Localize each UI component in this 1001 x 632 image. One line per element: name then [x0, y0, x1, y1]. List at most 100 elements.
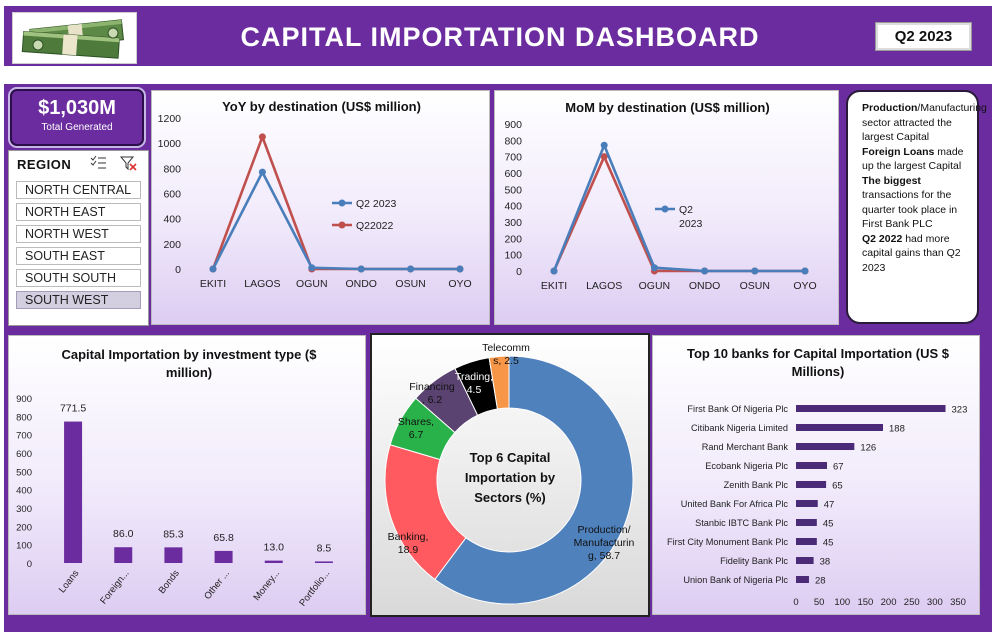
y-tick-label: 600: [163, 189, 181, 201]
slice-data-label: Shares, 6.7: [398, 416, 434, 441]
data-point: [600, 153, 608, 161]
data-point: [550, 267, 558, 275]
region-item-south-east[interactable]: SOUTH EAST: [16, 247, 141, 265]
y-tick-label: 500: [16, 467, 32, 478]
data-label: 13.0: [264, 542, 285, 554]
header-bar: [4, 6, 992, 66]
x-tick-label: OSUN: [395, 278, 425, 290]
bar-1: [114, 547, 133, 563]
bank-bar-0: [796, 405, 946, 412]
data-label: 85.3: [163, 528, 184, 540]
x-tick-label: Loans: [57, 568, 82, 595]
x-tick-label: Portfolio...: [297, 568, 332, 608]
bank-bar-3: [796, 462, 828, 469]
bank-bar-7: [796, 538, 817, 545]
x-tick-label: 200: [881, 597, 897, 608]
x-tick-label: 50: [814, 597, 825, 608]
y-tick-label: 100: [16, 541, 32, 552]
y-tick-label: 200: [163, 239, 181, 251]
x-tick-label: OSUN: [740, 280, 770, 292]
data-label: 65.8: [213, 532, 234, 544]
legend-label-0: Q2 2023: [356, 198, 396, 210]
bank-value-label: 323: [952, 405, 968, 416]
y-tick-label: 300: [504, 217, 522, 229]
bank-label: Ecobank Nigeria Plc: [705, 461, 788, 471]
note-4: Q2 2022 had more capital gains than Q2 2…: [862, 232, 961, 274]
sectors-chart-title: Top 6 Capital Importation by Sectors (%): [464, 450, 556, 505]
data-point: [751, 267, 759, 275]
y-tick-label: 700: [16, 431, 32, 442]
bar-5: [314, 561, 333, 563]
bank-label: Fidelity Bank Plc: [720, 556, 788, 566]
y-tick-label: 500: [504, 184, 522, 196]
region-item-north-central[interactable]: NORTH CENTRAL: [16, 181, 141, 199]
bank-bar-5: [796, 500, 818, 507]
y-tick-label: 1200: [158, 113, 182, 125]
region-item-north-east[interactable]: NORTH EAST: [16, 203, 141, 221]
bank-label: First Bank Of Nigeria Plc: [687, 404, 788, 414]
note-2: Foreign Loans made up the largest Capita…: [862, 145, 964, 173]
mom-chart-title: MoM by destination (US$ million): [565, 100, 770, 115]
yoy-line-chart: 0 200 400 600 800 1000 1200 EKITI LAGOS OGUN ONDO O…: [158, 113, 472, 290]
y-tick-label: 400: [163, 214, 181, 226]
total-value: $1,030M: [38, 97, 116, 119]
data-point: [600, 141, 608, 149]
region-item-south-south[interactable]: SOUTH SOUTH: [16, 269, 141, 287]
region-item-north-west[interactable]: NORTH WEST: [16, 225, 141, 243]
bank-label: Rand Merchant Bank: [702, 442, 789, 452]
bank-label: Stanbic IBTC Bank Plc: [695, 518, 788, 528]
slice-data-label: Production/Manufacturin g, 58.7: [574, 524, 635, 562]
x-tick-label: 250: [904, 597, 920, 608]
sectors-donut-chart: Production/Manufacturin g, 58.7 Banking, 18…: [384, 342, 635, 605]
investment-bar-chart: 0 100 200 300 400 500 600 700 800 900 771.5 Loans 86…: [16, 394, 333, 609]
y-tick-label: 0: [516, 266, 522, 278]
y-tick-label: 200: [504, 233, 522, 245]
banks-bar-chart: First Bank Of Nigeria Plc 323 Citibank Nig…: [667, 404, 968, 608]
x-tick-label: OGUN: [639, 280, 671, 292]
x-tick-label: 100: [834, 597, 850, 608]
x-tick-label: Bonds: [157, 568, 182, 596]
note-1: Production/Manufacturing sector attracte…: [862, 102, 987, 143]
bank-label: United Bank For Africa Plc: [681, 499, 789, 509]
legend-marker-0: [338, 199, 346, 207]
quarter-button[interactable]: Q2 2023: [875, 22, 972, 51]
region-item-south-west[interactable]: SOUTH WEST: [16, 291, 141, 309]
x-tick-label: Other ...: [202, 568, 232, 602]
yoy-chart-panel: YoY by destination (US$ million) 0 200 400…: [151, 90, 490, 325]
bank-value-label: 126: [860, 443, 876, 454]
x-tick-label: EKITI: [541, 280, 567, 292]
yoy-chart-title: YoY by destination (US$ million): [222, 99, 421, 114]
series-line-0: [211, 169, 460, 271]
total-generated-card: $1,030M Total Generated: [10, 89, 144, 146]
clear-filter-icon[interactable]: [119, 155, 137, 171]
region-slicer: REGION NORTH CENTRAL NORTH EAST NORTH WE…: [8, 150, 149, 326]
y-tick-label: 800: [163, 163, 181, 175]
total-label: Total Generated: [41, 122, 113, 133]
bank-value-label: 45: [823, 538, 834, 549]
y-tick-label: 200: [16, 522, 32, 533]
y-tick-label: 300: [16, 504, 32, 515]
legend-marker-1: [338, 221, 346, 229]
series-line-0: [552, 141, 805, 273]
bank-value-label: 38: [820, 557, 831, 568]
y-tick-label: 1000: [158, 138, 182, 150]
dashboard-title: CAPITAL IMPORTATION DASHBOARD: [240, 22, 760, 52]
bank-value-label: 65: [832, 481, 843, 492]
region-slicer-title: REGION: [17, 157, 72, 172]
x-tick-label: OYO: [448, 278, 471, 290]
y-tick-label: 700: [504, 152, 522, 164]
data-point: [701, 267, 709, 275]
bank-value-label: 188: [889, 424, 905, 435]
bank-bar-8: [796, 557, 814, 564]
y-tick-label: 0: [27, 559, 32, 570]
data-point: [209, 265, 217, 273]
data-point: [650, 264, 658, 272]
bar-4: [264, 560, 283, 563]
data-label: 771.5: [60, 403, 86, 415]
x-tick-label: 150: [857, 597, 873, 608]
y-tick-label: 900: [16, 394, 32, 405]
multi-select-icon[interactable]: [89, 155, 107, 171]
legend-label-0: Q2 2023: [679, 204, 703, 230]
money-stack-logo: [12, 12, 137, 64]
sectors-chart-panel: Production/Manufacturin g, 58.7 Banking, 18…: [370, 333, 650, 617]
